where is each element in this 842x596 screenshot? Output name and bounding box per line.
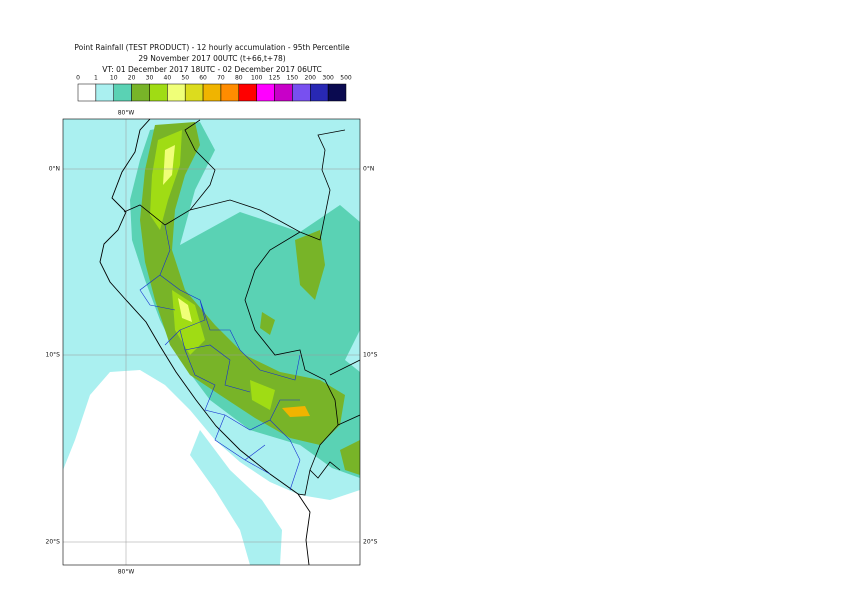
legend-swatch <box>256 83 275 102</box>
legend-tick-label: 0 <box>76 75 80 82</box>
legend-swatch <box>184 83 204 102</box>
subtitle: 29 November 2017 00UTC (t+66,t+78) <box>138 54 285 63</box>
legend-tick-label: 200 <box>305 75 317 82</box>
legend-swatch <box>310 83 329 102</box>
region-borders <box>139 224 301 491</box>
rain-area-20 <box>140 122 345 445</box>
legend-swatch <box>131 83 150 102</box>
map <box>63 119 360 565</box>
legend-swatch <box>113 83 132 102</box>
lat-label: 10°S <box>363 352 378 359</box>
header: Point Rainfall (TEST PRODUCT) - 12 hourl… <box>74 43 350 74</box>
valid-time: VT: 01 December 2017 18UTC - 02 December… <box>102 65 321 74</box>
legend-tick-label: 60 <box>199 75 207 82</box>
legend-tick-label: 70 <box>217 75 225 82</box>
title: Point Rainfall (TEST PRODUCT) - 12 hourl… <box>74 43 350 52</box>
lat-label: 0°N <box>363 166 374 173</box>
legend-tick-label: 50 <box>181 75 189 82</box>
legend-swatch <box>327 83 347 102</box>
legend-swatch <box>95 83 114 102</box>
legend-swatch <box>149 83 168 102</box>
rain-area-40 <box>163 145 192 322</box>
legend-tick-label: 1 <box>94 75 98 82</box>
legend-tick-label: 20 <box>128 75 136 82</box>
legend-tick-label: 125 <box>269 75 281 82</box>
lon-label: 80°W <box>118 569 135 576</box>
country-borders <box>123 119 360 496</box>
legend-swatch <box>167 83 186 102</box>
legend-swatch <box>220 83 240 102</box>
legend-tick-label: 150 <box>287 75 299 82</box>
lat-label: 0°N <box>49 166 60 173</box>
legend-swatch <box>238 83 257 102</box>
lat-label: 20°S <box>46 539 61 546</box>
legend-tick-label: 80 <box>235 75 243 82</box>
legend-swatch <box>202 83 222 102</box>
lat-label: 10°S <box>46 352 61 359</box>
legend-tick-label: 40 <box>164 75 172 82</box>
legend-tick-label: 10 <box>110 75 118 82</box>
map-frame <box>62 118 361 566</box>
lat-label: 20°S <box>363 539 378 546</box>
legend-swatch <box>77 83 97 102</box>
legend-tick-label: 300 <box>322 75 334 82</box>
legend-swatch <box>292 83 311 102</box>
legend: 0 1 10 20 30 40 50 60 70 80 100 125 150 200 300 500 <box>76 75 352 102</box>
legend-swatch <box>274 83 293 102</box>
legend-tick-label: 100 <box>251 75 263 82</box>
graticule <box>63 119 360 565</box>
rain-area-1-south <box>190 430 282 565</box>
rain-area-20-east <box>260 230 360 475</box>
legend-tick-label: 30 <box>146 75 154 82</box>
lon-label: 80°W <box>118 110 135 117</box>
rain-area-30 <box>150 130 275 410</box>
rain-area-60 <box>282 406 310 417</box>
legend-tick-label: 500 <box>340 75 352 82</box>
coastline <box>99 119 311 565</box>
map-labels: 80°W 80°W 0°N 0°N 10°S 10°S 20°S 20°S <box>46 110 378 576</box>
